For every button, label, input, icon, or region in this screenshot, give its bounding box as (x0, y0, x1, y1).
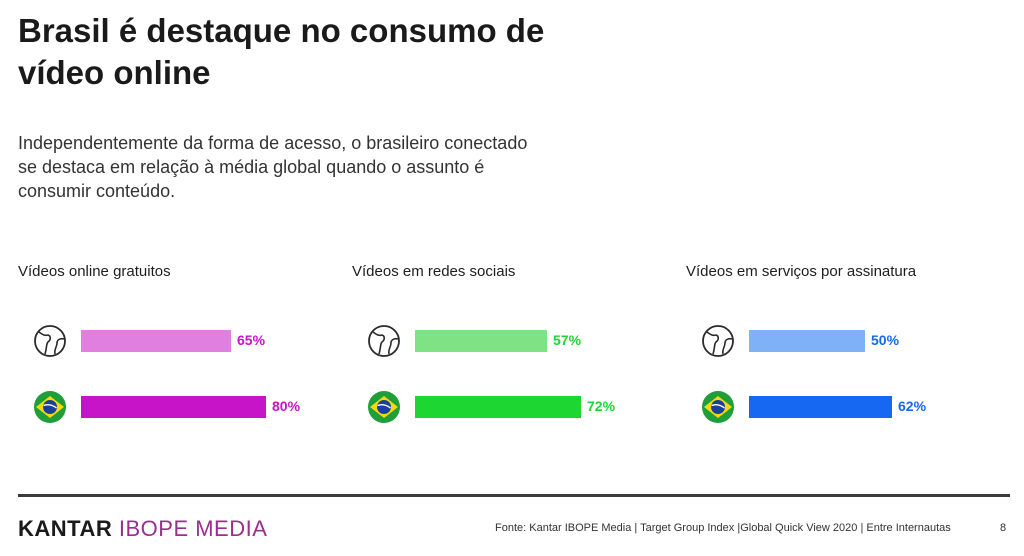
bar (749, 330, 865, 352)
data-label: 62% (898, 398, 927, 414)
logo-ibope-text: IBOPE MEDIA (118, 516, 268, 541)
page-number: 8 (1000, 522, 1007, 534)
chart-title: Vídeos em serviços por assinatura (686, 263, 917, 280)
data-label: 57% (553, 332, 582, 348)
bar (415, 330, 547, 352)
brazil-flag-icon (701, 390, 735, 424)
kantar-ibope-logo: KANTAR IBOPE MEDIA (18, 516, 267, 542)
global-icon (367, 324, 401, 358)
data-label: 65% (237, 332, 266, 348)
data-label: 80% (272, 398, 301, 414)
chart-title: Vídeos online gratuitos (18, 263, 171, 280)
global-icon (33, 324, 67, 358)
brazil-flag-icon (367, 390, 401, 424)
source-note: Fonte: Kantar IBOPE Media | Target Group… (495, 522, 951, 534)
data-label: 72% (587, 398, 616, 414)
bar (81, 330, 231, 352)
data-label: 50% (871, 332, 900, 348)
bar (415, 396, 581, 418)
footer-divider (18, 494, 1010, 497)
global-icon (701, 324, 735, 358)
logo-kantar-text: KANTAR (18, 516, 113, 541)
page-subtitle: Independentemente da forma de acesso, o … (18, 133, 528, 201)
bar (749, 396, 892, 418)
page-title: Brasil é destaque no consumo de vídeo on… (18, 12, 545, 91)
chart-title: Vídeos em redes sociais (352, 263, 516, 280)
bar (81, 396, 266, 418)
brazil-flag-icon (33, 390, 67, 424)
